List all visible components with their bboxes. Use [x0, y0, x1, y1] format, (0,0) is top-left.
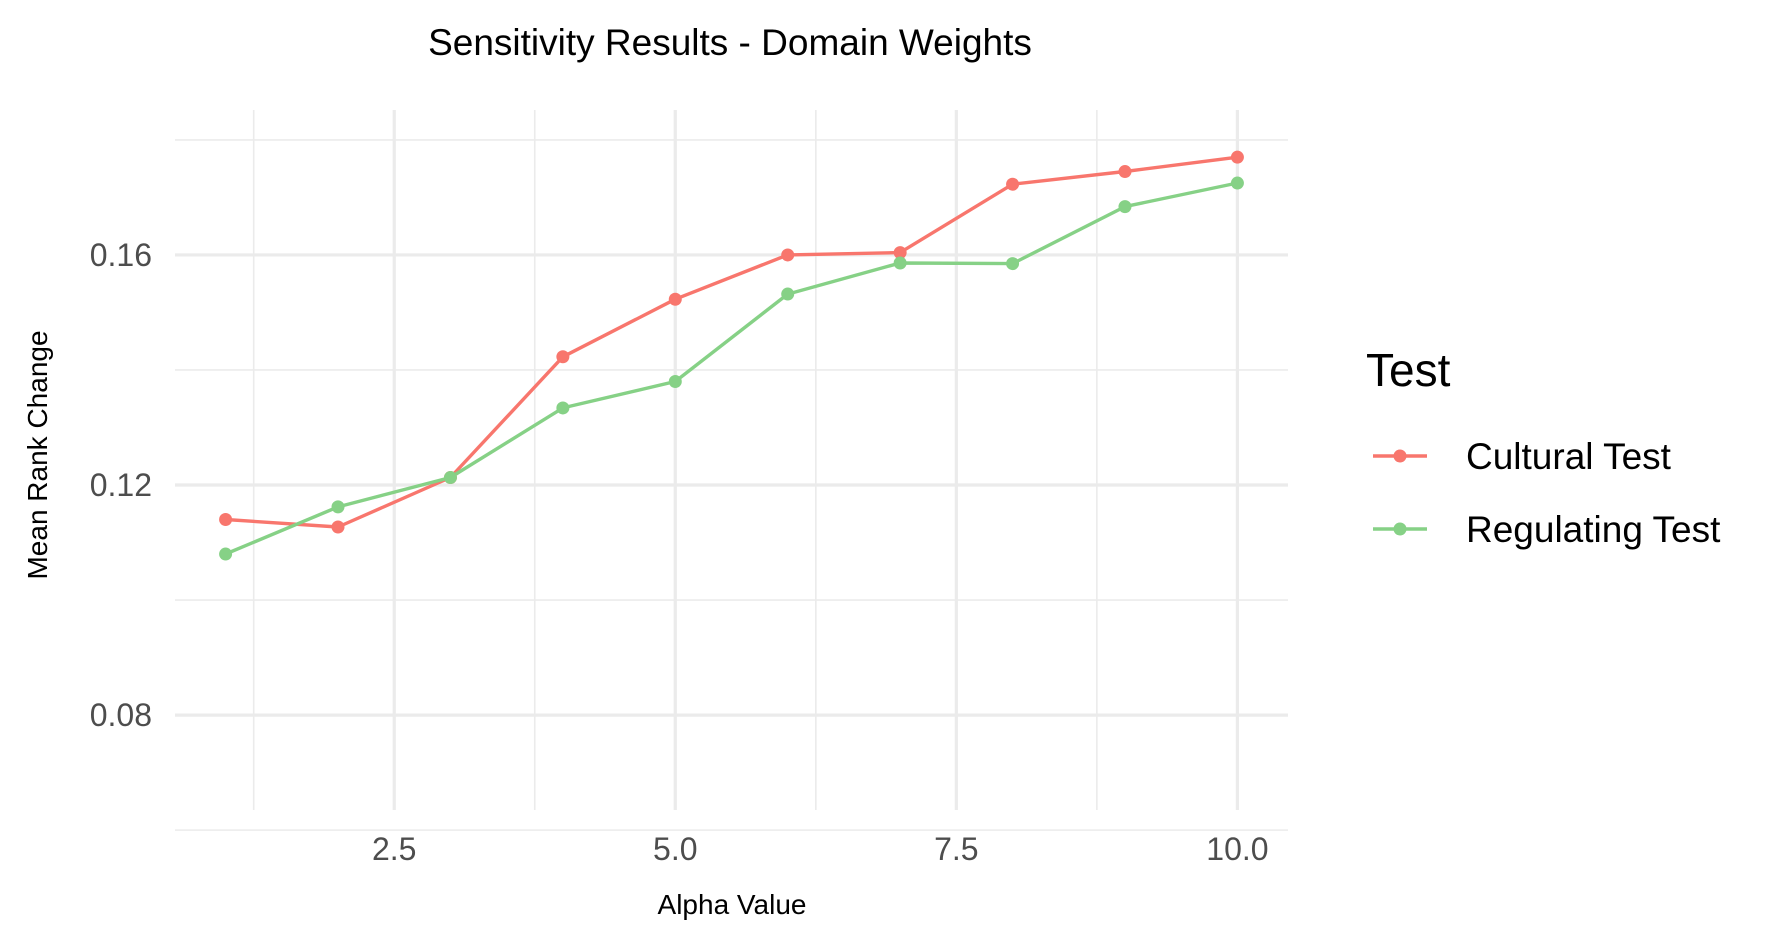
y-tick-labels: 0.08 0.12 0.16: [90, 237, 152, 733]
cultural-test-point: [331, 520, 345, 534]
regulating-test-point: [1006, 257, 1020, 271]
x-tick-label: 5.0: [653, 831, 697, 867]
y-tick-label: 0.08: [90, 697, 152, 733]
cultural-test-point: [1118, 165, 1132, 179]
regulating-test-point: [556, 401, 570, 415]
legend-key-point-regulating-test: [1393, 522, 1407, 536]
series-lines: [224, 155, 1238, 556]
regulating-test-point: [668, 374, 682, 388]
legend: Test Cultural Test Regulating Test: [1366, 344, 1721, 550]
regulating-test-point: [893, 256, 907, 270]
y-axis-label: Mean Rank Change: [22, 330, 53, 579]
x-tick-label: 7.5: [934, 831, 978, 867]
regulating-test-point: [1230, 176, 1244, 190]
y-tick-label: 0.12: [90, 467, 152, 503]
legend-label-regulating-test: Regulating Test: [1466, 509, 1721, 550]
regulating-test-point: [1118, 200, 1132, 214]
series-points: [219, 150, 1244, 561]
x-tick-labels: 2.5 5.0 7.5 10.0: [372, 831, 1269, 867]
regulating-test-point: [443, 471, 457, 485]
cultural-test-point: [1006, 177, 1020, 191]
legend-key-point-cultural-test: [1393, 449, 1407, 463]
cultural-test-line: [225, 155, 1238, 529]
legend-label-cultural-test: Cultural Test: [1466, 436, 1672, 477]
legend-title: Test: [1366, 344, 1451, 396]
x-axis-label: Alpha Value: [658, 889, 807, 920]
cultural-test-point: [556, 350, 570, 364]
y-tick-label: 0.16: [90, 237, 152, 273]
x-tick-label: 2.5: [372, 831, 416, 867]
regulating-test-point: [219, 547, 233, 561]
cultural-test-point: [781, 248, 795, 262]
x-tick-label: 10.0: [1206, 831, 1268, 867]
regulating-test-line: [224, 181, 1238, 556]
cultural-test-point: [893, 246, 907, 260]
regulating-test-point: [331, 500, 345, 514]
chart-title: Sensitivity Results - Domain Weights: [428, 22, 1032, 63]
cultural-test-point: [1230, 150, 1244, 164]
cultural-test-point: [219, 513, 233, 527]
grid: [175, 110, 1288, 831]
cultural-test-point: [668, 292, 682, 306]
regulating-test-point: [781, 287, 795, 301]
